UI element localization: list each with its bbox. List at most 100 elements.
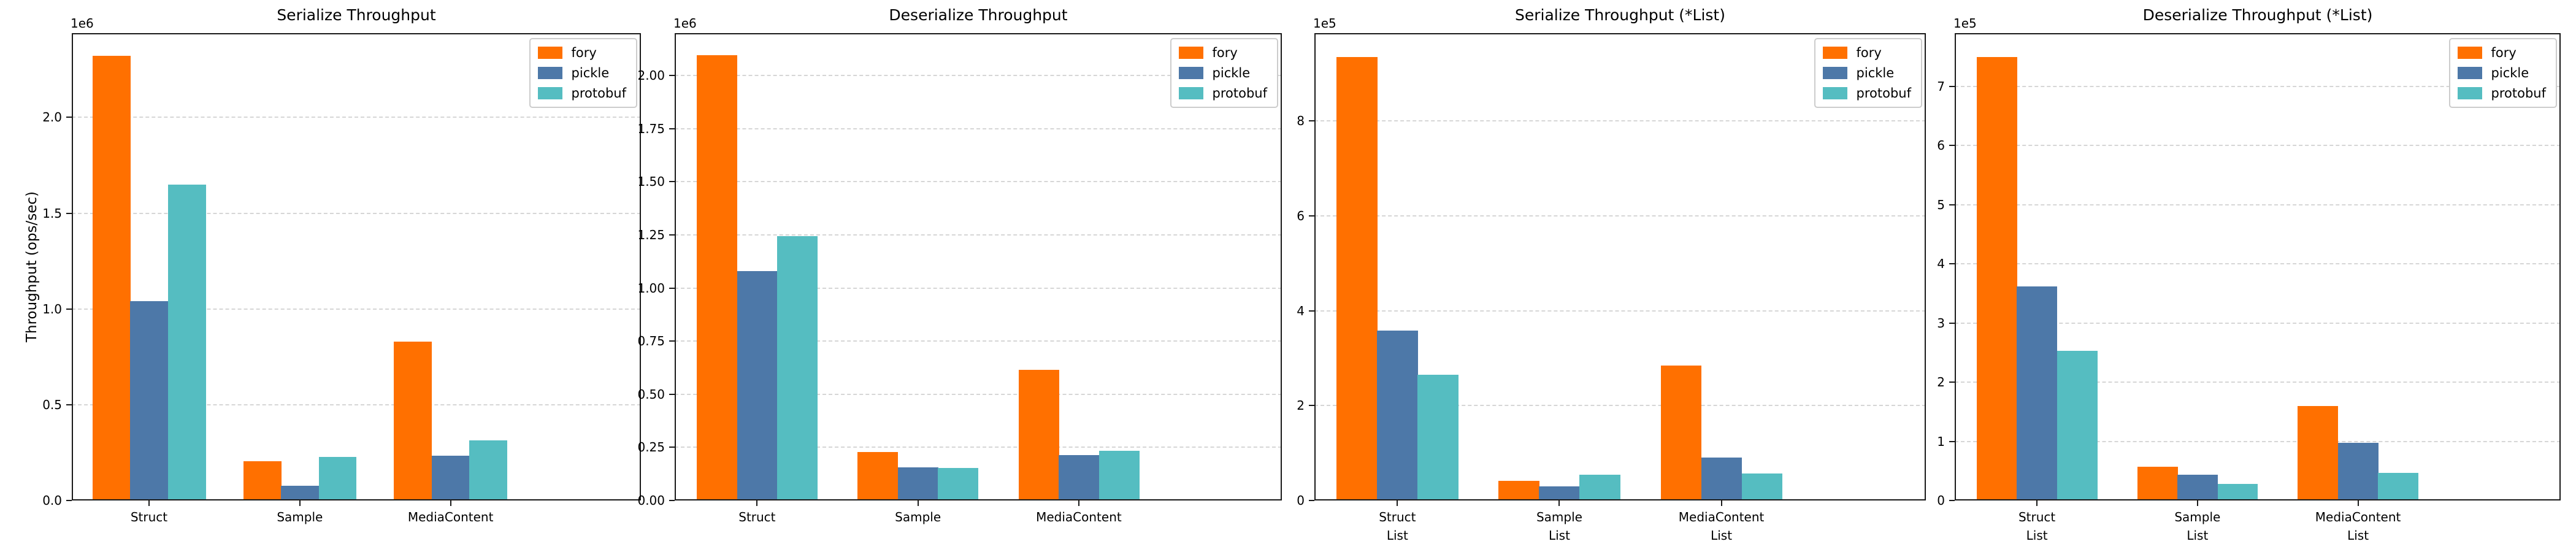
bar-pickle-1 <box>2177 474 2218 500</box>
bar-pickle-0 <box>1377 331 1418 500</box>
legend-row: pickle <box>537 66 626 80</box>
gridline <box>1314 405 1926 407</box>
gridline <box>675 234 1282 236</box>
y-tick-mark <box>1949 85 1955 87</box>
bar-protobuf-1 <box>1579 475 1620 500</box>
y-tick-mark <box>669 287 675 289</box>
y-tick-label: 1.00 <box>637 280 665 296</box>
legend-swatch-fory <box>1822 47 1847 59</box>
bar-pickle-2 <box>1059 454 1100 500</box>
x-tick-mark <box>756 500 758 506</box>
bar-fory-0 <box>1976 56 2017 500</box>
legend: fory pickle protobuf <box>2448 38 2557 108</box>
chart-panel-deserialize-list: Deserialize Throughput (*List) 1e5 0 1 2 3 4 5… <box>1932 0 2576 552</box>
y-tick-mark <box>66 117 72 118</box>
legend: fory pickle protobuf <box>529 38 637 108</box>
bar-pickle-2 <box>431 455 470 500</box>
chart-panel-serialize-list: Serialize Throughput (*List) 1e5 0 2 4 6 8 Str… <box>1288 0 1932 552</box>
gridline <box>72 117 641 118</box>
bar-fory-1 <box>243 461 282 500</box>
y-tick-label: 0.25 <box>637 440 665 455</box>
legend-label: pickle <box>571 66 610 80</box>
gridline <box>1955 85 2561 87</box>
y-tick-mark <box>1949 204 1955 205</box>
y-tick-mark <box>66 212 72 214</box>
legend-row: protobuf <box>1822 86 1911 101</box>
x-tick-mark <box>917 500 919 506</box>
bar-protobuf-1 <box>2217 483 2258 500</box>
bar-protobuf-1 <box>938 468 979 500</box>
y-tick-label: 7 <box>1937 79 1945 94</box>
x-tick-label: Struct List <box>2018 510 2056 543</box>
legend-row: fory <box>1178 45 1267 60</box>
chart-title: Deserialize Throughput (*List) <box>2142 6 2373 24</box>
y-tick-label: 2.00 <box>637 68 665 83</box>
x-tick-mark <box>1558 500 1560 506</box>
y-tick-label: 0.0 <box>42 493 62 508</box>
gridline <box>72 212 641 214</box>
y-tick-label: 1 <box>1937 434 1945 449</box>
x-tick-label: MediaContent <box>407 510 494 524</box>
y-tick-mark <box>669 447 675 448</box>
bar-fory-0 <box>697 55 738 500</box>
y-tick-label: 4 <box>1937 256 1945 272</box>
bar-fory-2 <box>1018 369 1059 500</box>
chart-panel-deserialize: Deserialize Throughput 1e6 0.00 0.25 0.50 0.… <box>637 0 1288 552</box>
y-tick-label: 3 <box>1937 315 1945 331</box>
y-tick-label: 5 <box>1937 197 1945 212</box>
legend-row: pickle <box>1178 66 1267 80</box>
y-tick-label: 2 <box>1297 398 1305 413</box>
legend-swatch-protobuf <box>1822 87 1847 99</box>
legend-label: pickle <box>2491 66 2529 80</box>
bar-pickle-0 <box>130 301 169 500</box>
x-tick-mark <box>2357 500 2359 506</box>
bar-fory-1 <box>1498 480 1539 500</box>
legend-row: pickle <box>1822 66 1911 80</box>
y-tick-mark <box>1309 405 1314 407</box>
legend-row: protobuf <box>537 86 626 101</box>
y-tick-mark <box>669 500 675 501</box>
x-tick-mark <box>1078 500 1079 506</box>
bar-protobuf-2 <box>2378 472 2419 500</box>
x-tick-label: Sample List <box>2174 510 2221 543</box>
legend-label: protobuf <box>571 86 626 101</box>
bar-protobuf-0 <box>1417 374 1459 500</box>
y-tick-label: 1.25 <box>637 228 665 243</box>
x-tick-label: MediaContent List <box>2315 510 2401 543</box>
y-tick-label: 1.75 <box>637 121 665 136</box>
legend-swatch-fory <box>537 47 562 59</box>
y-tick-label: 0 <box>1937 493 1945 508</box>
gridline <box>675 287 1282 289</box>
y-tick-label: 1.0 <box>42 301 62 316</box>
x-tick-label: Sample <box>277 510 323 524</box>
bar-pickle-1 <box>1539 486 1580 500</box>
y-tick-mark <box>1949 500 1955 501</box>
chart-title: Deserialize Throughput <box>889 6 1068 24</box>
y-tick-label: 0 <box>1297 493 1305 508</box>
x-tick-label: Struct List <box>1379 510 1416 543</box>
gridline <box>72 404 641 405</box>
y-tick-label: 2.0 <box>42 110 62 125</box>
bar-fory-0 <box>92 56 131 500</box>
bar-fory-1 <box>857 452 899 500</box>
y-tick-mark <box>1949 381 1955 383</box>
y-tick-label: 6 <box>1297 208 1305 223</box>
gridline <box>1314 215 1926 217</box>
x-tick-mark <box>299 500 301 506</box>
y-tick-mark <box>1309 215 1314 217</box>
legend-label: protobuf <box>1212 86 1267 101</box>
x-tick-label: Struct <box>738 510 776 524</box>
legend-row: fory <box>1822 45 1911 60</box>
bar-fory-0 <box>1336 56 1378 500</box>
y-tick-mark <box>1949 440 1955 442</box>
gridline <box>675 181 1282 183</box>
gridline <box>1955 440 2561 442</box>
gridline <box>675 393 1282 395</box>
x-tick-label: Struct <box>130 510 168 524</box>
x-tick-mark <box>2036 500 2038 506</box>
legend-label: pickle <box>1856 66 1895 80</box>
bar-pickle-2 <box>2337 443 2379 500</box>
x-tick-label: Sample <box>895 510 941 524</box>
bar-protobuf-0 <box>777 236 818 500</box>
y-tick-mark <box>669 75 675 77</box>
